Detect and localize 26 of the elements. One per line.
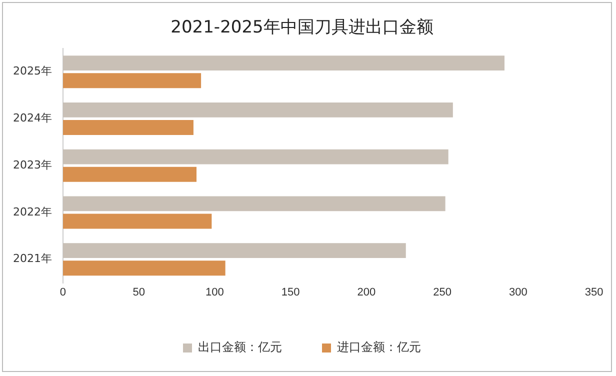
y-tick-label: 2022年 <box>12 205 52 218</box>
x-tick-label: 200 <box>357 286 376 298</box>
bar <box>62 243 406 258</box>
bar <box>62 196 446 212</box>
legend-label: 进口金额：亿元 <box>337 340 421 354</box>
y-tick-label: 2023年 <box>12 158 52 172</box>
y-tick-label: 2025年 <box>12 64 52 78</box>
bar <box>62 260 226 276</box>
bar <box>62 102 453 118</box>
bar <box>62 120 194 135</box>
bar <box>62 166 197 182</box>
bar <box>62 56 504 71</box>
bar <box>62 73 202 88</box>
x-tick-label: 250 <box>433 286 452 298</box>
x-tick-label: 50 <box>132 286 145 298</box>
x-tick-label: 150 <box>281 286 300 298</box>
x-tick-label: 350 <box>584 286 604 298</box>
bar <box>62 149 448 164</box>
bar <box>62 214 212 229</box>
y-tick-label: 2021年 <box>12 252 52 266</box>
chart-title: 2021-2025年中国刀具进出口金额 <box>170 18 434 38</box>
x-tick-label: 300 <box>508 286 528 298</box>
x-tick-label: 0 <box>60 286 66 298</box>
x-tick-label: 100 <box>206 286 224 298</box>
legend-label: 出口金额：亿元 <box>198 340 282 354</box>
y-tick-label: 2024年 <box>12 112 52 125</box>
